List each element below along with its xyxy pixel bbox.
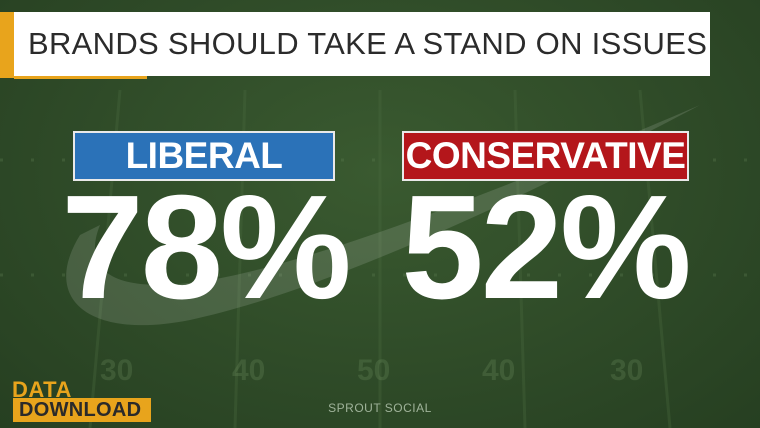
field-number: 30: [100, 354, 133, 387]
conservative-percentage: 52%: [401, 165, 691, 330]
field-number: 40: [232, 354, 265, 387]
field-number: 40: [482, 354, 515, 387]
title-accent-bar: [0, 12, 14, 78]
title-banner: BRANDS SHOULD TAKE A STAND ON ISSUES: [14, 12, 710, 76]
title-underline: [14, 76, 147, 79]
swoosh-icon: [66, 105, 701, 326]
liberal-label: LIBERAL: [125, 135, 283, 176]
field-number: 50: [357, 354, 390, 387]
conservative-label: CONSERVATIVE: [405, 135, 686, 176]
source-credit: SPROUT SOCIAL: [328, 401, 432, 415]
logo-data-text: DATA_: [12, 377, 85, 402]
logo-download-badge: DOWNLOAD: [13, 398, 152, 422]
conservative-label-box: CONSERVATIVE: [402, 131, 689, 181]
liberal-label-box: LIBERAL: [73, 131, 335, 181]
field-number: 30: [610, 354, 643, 387]
liberal-percentage: 78%: [61, 165, 351, 330]
page-title: BRANDS SHOULD TAKE A STAND ON ISSUES: [28, 26, 708, 61]
